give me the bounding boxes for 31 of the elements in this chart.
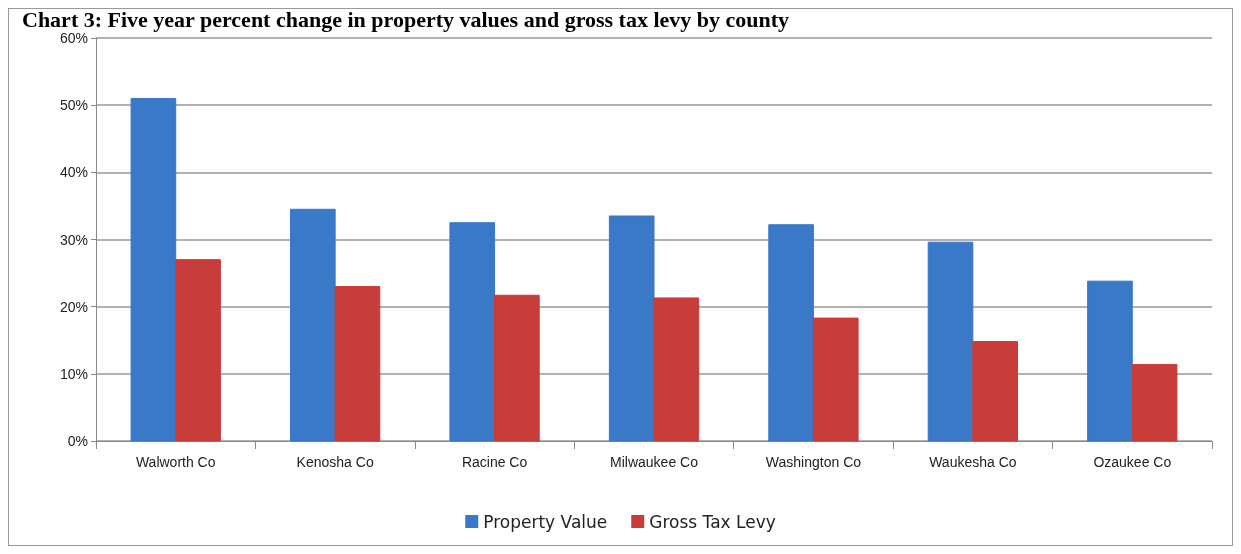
bar: [175, 259, 221, 442]
y-tick-label: 10%: [59, 365, 88, 382]
bar: [972, 341, 1018, 442]
chart-title: Chart 3: Five year percent change in property values and gross tax levy by county: [22, 6, 790, 32]
bar: [1131, 363, 1178, 442]
bar: [290, 208, 336, 442]
bar: [1087, 280, 1133, 442]
legend-label: Property Value: [483, 511, 608, 532]
y-tick-label: 30%: [59, 231, 88, 248]
bar: [334, 286, 381, 442]
bar: [927, 241, 974, 442]
bar: [812, 317, 859, 442]
x-tick-label: Ozaukee Co: [1093, 454, 1172, 470]
x-tick-label: Racine Co: [461, 454, 528, 470]
y-tick-label: 0%: [67, 433, 88, 449]
y-tick-label: 50%: [59, 97, 88, 114]
y-tick-label: 20%: [59, 298, 88, 315]
y-tick-label: 60%: [59, 30, 88, 46]
x-tick-label: Walworth Co: [135, 454, 216, 470]
x-tick-label: Washington Co: [765, 454, 862, 470]
bar: [130, 97, 177, 442]
y-tick-label: 40%: [59, 164, 88, 181]
x-tick-label: Milwaukee Co: [610, 454, 699, 470]
x-tick-label: Kenosha Co: [296, 454, 374, 470]
bar: [608, 215, 655, 442]
bar: [768, 224, 814, 442]
bar: [449, 222, 496, 442]
legend-label: Gross Tax Levy: [649, 511, 776, 532]
bar: [653, 297, 700, 442]
bar: [494, 294, 540, 442]
x-tick-label: Waukesha Co: [929, 454, 1017, 470]
